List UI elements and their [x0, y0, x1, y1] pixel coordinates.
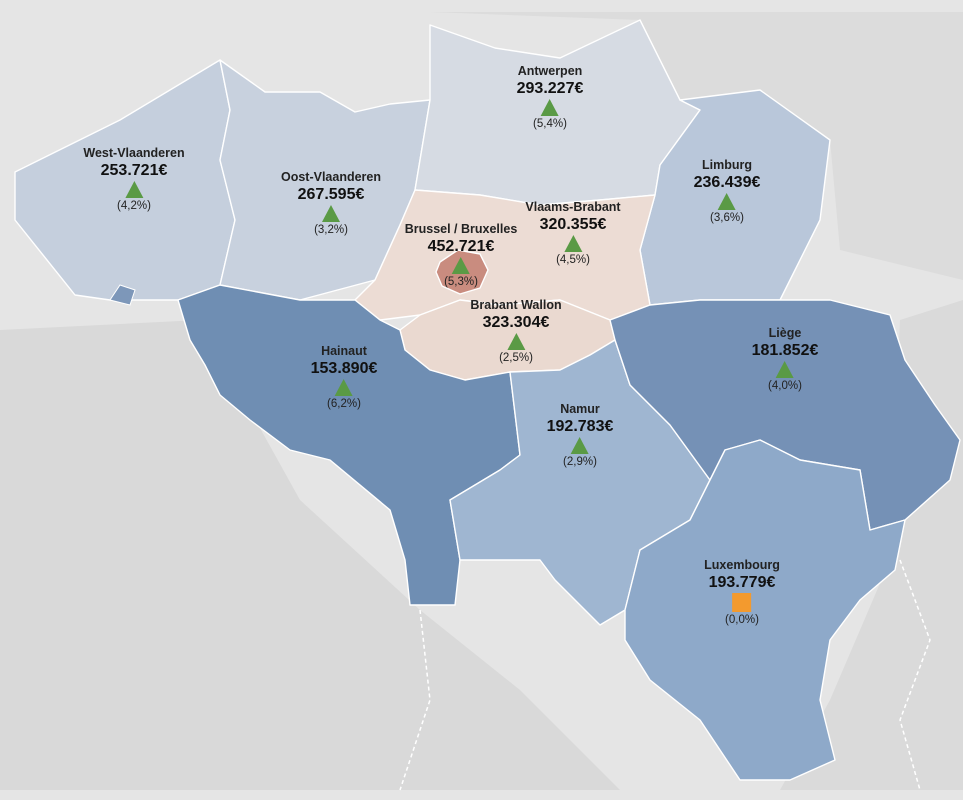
province-change: (5,4%) — [533, 118, 567, 130]
province-change: (5,3%) — [444, 276, 478, 288]
province-name: Liège — [768, 326, 802, 340]
triangle-up-icon — [775, 361, 794, 378]
triangle-up-icon — [507, 333, 525, 350]
province-value: 323.304€ — [482, 314, 550, 331]
province-name: Namur — [560, 402, 600, 416]
province-change: (3,6%) — [710, 212, 744, 224]
border-line — [899, 559, 931, 791]
border-line — [399, 609, 431, 791]
neighbour-country-south — [0, 320, 620, 790]
province-change: (4,2%) — [117, 200, 151, 212]
province-name: Hainaut — [321, 344, 367, 358]
label-vlaams-brabant: Vlaams-Brabant 320.355€ (4,5%) — [525, 200, 620, 267]
province-value: 181.852€ — [751, 342, 819, 359]
province-change: (6,2%) — [327, 398, 361, 410]
province-change: (4,5%) — [556, 254, 590, 266]
province-name: Oost-Vlaanderen — [280, 170, 382, 184]
label-brussel: Brussel / Bruxelles 452.721€ (5,3%) — [405, 222, 518, 289]
province-name: West-Vlaanderen — [83, 146, 185, 160]
province-value: 267.595€ — [297, 186, 365, 203]
province-change: (2,5%) — [499, 352, 533, 364]
triangle-up-icon — [452, 257, 470, 274]
province-value: 236.439€ — [693, 174, 761, 191]
province-value: 293.227€ — [516, 80, 584, 97]
neighbour-country-north — [220, 12, 963, 280]
triangle-up-icon — [564, 235, 582, 252]
triangle-up-icon — [322, 205, 340, 222]
province-change: (3,2%) — [314, 224, 348, 236]
triangle-up-icon — [717, 193, 736, 210]
province-name: Brussel / Bruxelles — [404, 222, 518, 236]
triangle-up-icon — [334, 379, 353, 396]
label-west-vlaanderen: West-Vlaanderen 253.721€ (4,2%) — [83, 146, 184, 213]
province-name: Antwerpen — [517, 64, 583, 78]
triangle-up-icon — [540, 99, 559, 116]
triangle-up-icon — [570, 437, 589, 454]
coast-inlet — [109, 284, 136, 306]
province-change: (2,9%) — [563, 456, 597, 468]
province-change: (4,0%) — [768, 380, 802, 392]
province-name: Vlaams-Brabant — [525, 200, 621, 214]
province-name: Luxembourg — [704, 558, 780, 572]
label-luxembourg: Luxembourg 193.779€ (0,0%) — [704, 558, 780, 627]
province-value: 153.890€ — [310, 360, 378, 377]
square-icon — [732, 593, 752, 612]
province-value: 193.779€ — [708, 574, 776, 591]
province-change: (0,0%) — [725, 614, 759, 626]
province-name: Limburg — [701, 158, 752, 172]
province-value: 192.783€ — [546, 418, 614, 435]
label-namur: Namur 192.783€ (2,9%) — [547, 402, 614, 469]
province-value: 452.721€ — [427, 238, 495, 255]
label-brabant-wallon: Brabant Wallon 323.304€ (2,5%) — [470, 298, 561, 365]
province-value: 253.721€ — [100, 162, 168, 179]
label-hainaut: Hainaut 153.890€ (6,2%) — [311, 344, 378, 411]
triangle-up-icon — [124, 181, 143, 198]
label-limburg: Limburg 236.439€ (3,6%) — [694, 158, 761, 225]
label-oost-vlaanderen: Oost-Vlaanderen 267.595€ (3,2%) — [281, 170, 381, 237]
label-liege: Liège 181.852€ (4,0%) — [752, 326, 819, 393]
province-value: 320.355€ — [539, 216, 607, 233]
province-name: Brabant Wallon — [470, 298, 562, 312]
label-antwerpen: Antwerpen 293.227€ (5,4%) — [517, 64, 584, 131]
province-luxembourg[interactable] — [624, 439, 906, 781]
